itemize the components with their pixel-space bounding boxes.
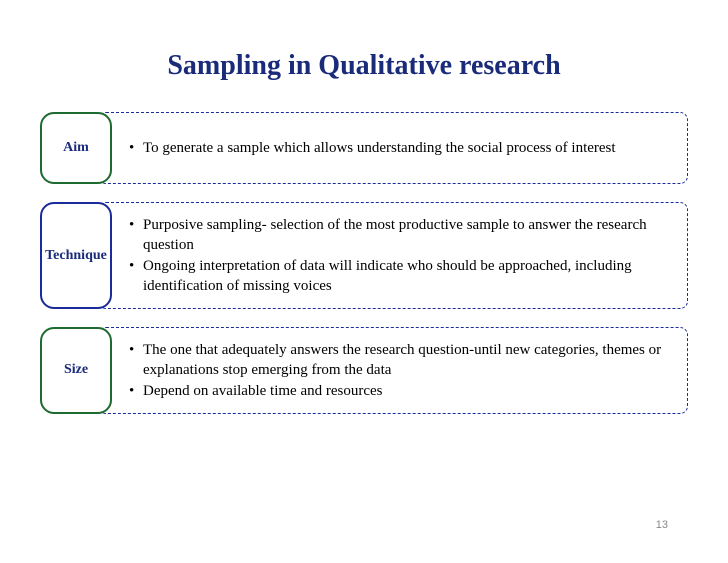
bullet-item: Ongoing interpretation of data will indi… — [129, 256, 671, 297]
bullet-item: Purposive sampling- selection of the mos… — [129, 215, 671, 256]
content-rows: Aim To generate a sample which allows und… — [0, 112, 728, 414]
bullet-list: The one that adequately answers the rese… — [129, 340, 671, 401]
info-row: Technique Purposive sampling- selection o… — [40, 202, 688, 309]
bullet-item: Depend on available time and resources — [129, 381, 671, 401]
slide-title: Sampling in Qualitative research — [0, 0, 728, 112]
bullet-list: Purposive sampling- selection of the mos… — [129, 215, 671, 296]
row-label: Technique — [40, 202, 112, 309]
row-label: Aim — [40, 112, 112, 184]
info-row: Aim To generate a sample which allows und… — [40, 112, 688, 184]
row-content: Purposive sampling- selection of the mos… — [98, 202, 688, 309]
page-number: 13 — [656, 519, 668, 531]
bullet-item: The one that adequately answers the rese… — [129, 340, 671, 381]
row-content: To generate a sample which allows unders… — [98, 112, 688, 184]
info-row: Size The one that adequately answers the … — [40, 327, 688, 414]
bullet-item: To generate a sample which allows unders… — [129, 138, 671, 158]
row-content: The one that adequately answers the rese… — [98, 327, 688, 414]
row-label: Size — [40, 327, 112, 414]
bullet-list: To generate a sample which allows unders… — [129, 138, 671, 158]
